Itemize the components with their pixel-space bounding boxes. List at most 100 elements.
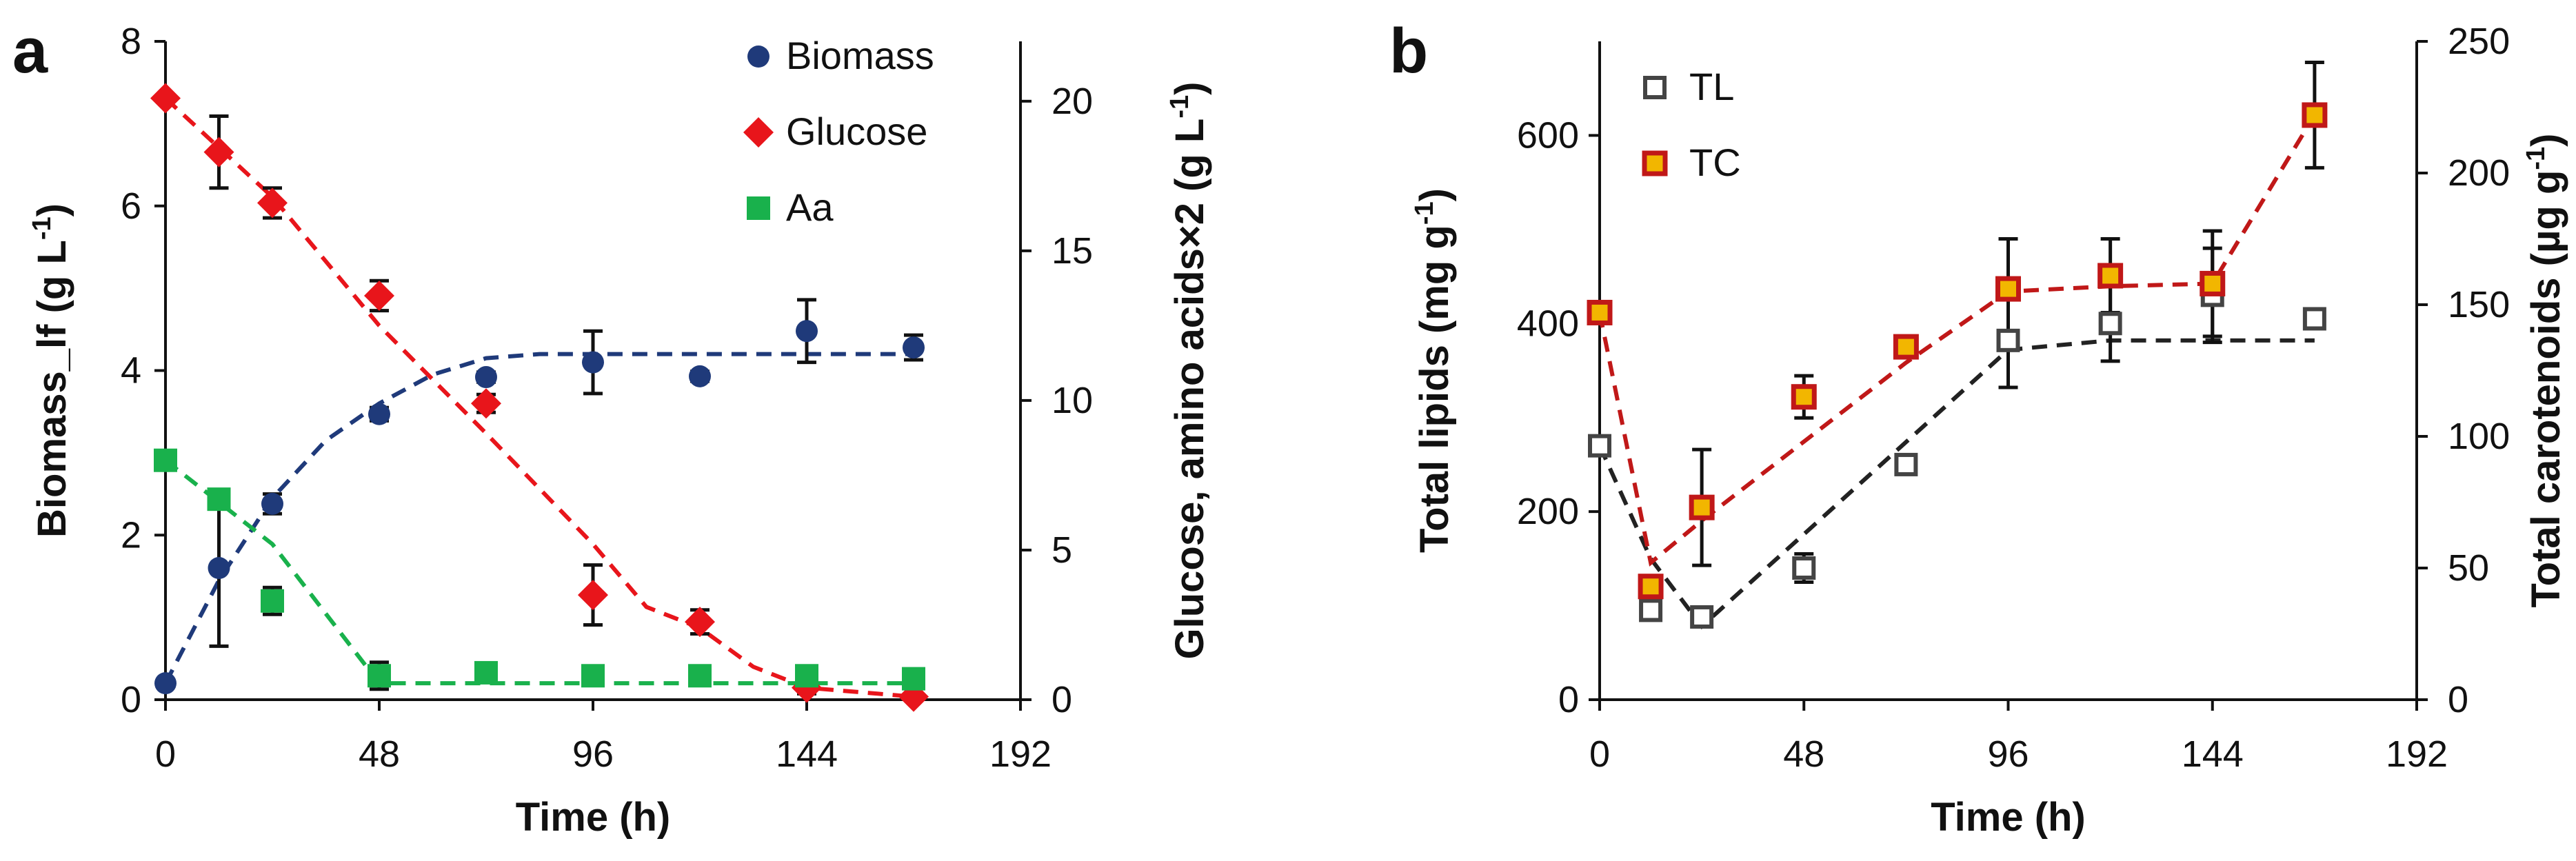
series-glucose-point — [685, 607, 715, 638]
y-axis-left-label-end: ) — [30, 203, 74, 216]
x-tick-label: 144 — [2182, 733, 2244, 775]
y-right-tick-label: 150 — [2448, 284, 2510, 325]
series-biomass-point — [903, 336, 925, 359]
y-axis-right-label-end: ) — [2524, 133, 2568, 146]
series-glucose-fit-line — [163, 97, 914, 699]
y-left-tick-label: 200 — [1517, 491, 1579, 532]
series-tl-point — [1996, 328, 2020, 352]
series-aa-point — [207, 487, 231, 511]
series-biomass-point — [261, 492, 283, 515]
y-axis-right-label-main: Glucose, amino acids×2 (g L — [1167, 119, 1212, 660]
series-biomass-point — [796, 320, 818, 343]
series-tl-point — [1690, 605, 1714, 629]
series-biomass-fit-line — [163, 352, 914, 685]
series-glucose-point — [471, 388, 501, 419]
series-glucose-point — [364, 280, 394, 311]
y-right-tick-label: 250 — [2448, 21, 2510, 62]
y-left-tick-label: 0 — [1558, 679, 1579, 720]
x-tick-label: 48 — [1783, 733, 1824, 775]
y-axis-left-label-main: Total lipids (mg g — [1412, 225, 1457, 553]
y-left-tick-label: 8 — [121, 21, 141, 62]
series-glucose-point — [578, 580, 608, 611]
y-axis-right-label: Glucose, amino acids×2 (g L-1) — [1165, 82, 1212, 660]
x-axis-label: Time (h) — [516, 795, 671, 840]
legend-marker-glucose — [743, 117, 774, 148]
legend: Biomass Glucose Aa — [743, 34, 934, 229]
series-tc-point — [2200, 270, 2226, 296]
y-axis-right-label-main: Total carotenoids (µg g — [2524, 170, 2568, 608]
series-tl-point — [1792, 556, 1816, 580]
x-tick-label: 0 — [155, 733, 176, 775]
y-right-tick-label: 100 — [2448, 416, 2510, 457]
series-glucose-point — [203, 136, 234, 168]
x-tick-label: 144 — [776, 733, 838, 775]
y-axis-left-label-sup: -1 — [28, 216, 57, 240]
series-tl-point — [1588, 434, 1611, 458]
y-right-tick-label: 10 — [1051, 380, 1093, 421]
legend-marker-aa — [747, 196, 770, 220]
series-tl-fit-line — [1598, 338, 2315, 630]
panel-letter: a — [12, 16, 48, 86]
y-left-tick-label: 4 — [121, 350, 141, 392]
series-aa-point — [688, 664, 712, 688]
legend-marker-biomass — [747, 45, 769, 68]
series-tc-point — [1587, 299, 1613, 325]
series-biomass-point — [208, 557, 230, 579]
series-tc-point — [1689, 494, 1715, 520]
x-tick-label: 192 — [989, 733, 1051, 775]
x-axis-label: Time (h) — [1931, 795, 2086, 840]
series-glucose-point — [150, 83, 181, 114]
legend-label-tc: TC — [1689, 141, 1741, 184]
series-tl-point — [1894, 452, 1918, 476]
y-left-tick-label: 2 — [121, 514, 141, 556]
y-left-tick-label: 0 — [121, 679, 141, 720]
y-right-tick-label: 5 — [1051, 529, 1072, 571]
y-left-tick-label: 6 — [121, 185, 141, 227]
series-tl-point — [1639, 598, 1663, 622]
series-aa-fit-line — [164, 458, 914, 686]
y-right-tick-label: 0 — [1051, 679, 1072, 720]
series-tc-point — [1995, 276, 2021, 302]
y-axis-right-label-sup: -1 — [1165, 95, 1194, 119]
legend: TL TC — [1642, 65, 1741, 184]
x-tick-label: 192 — [2386, 733, 2448, 775]
series-tl-point — [2302, 307, 2326, 331]
legend-label-tl: TL — [1689, 65, 1734, 108]
series-biomass-point — [368, 403, 390, 425]
series-tc-point — [1791, 384, 1817, 410]
legend-label-biomass: Biomass — [786, 34, 934, 77]
y-axis-left-label: Biomass_lf (g L-1) — [28, 203, 74, 538]
series-tl-point — [2098, 312, 2122, 336]
series-biomass-point — [154, 672, 177, 695]
x-tick-label: 0 — [1589, 733, 1610, 775]
x-tick-label: 48 — [359, 733, 400, 775]
y-axis-right-label-sup: -1 — [2522, 147, 2550, 170]
series-aa-point — [581, 664, 605, 688]
series-aa-point — [261, 589, 284, 613]
series-tc-point — [2097, 263, 2124, 289]
y-left-tick-label: 600 — [1517, 114, 1579, 156]
y-axis-right-label-end: ) — [1167, 82, 1212, 95]
y-right-tick-label: 200 — [2448, 152, 2510, 194]
legend-label-aa: Aa — [786, 185, 834, 229]
y-axis-left-label: Total lipids (mg g-1) — [1410, 188, 1457, 553]
y-left-tick-label: 400 — [1517, 303, 1579, 344]
y-right-tick-label: 0 — [2448, 679, 2468, 720]
legend-marker-tc — [1642, 150, 1668, 176]
series-tc-point — [1638, 574, 1664, 600]
panel-letter: b — [1389, 16, 1428, 86]
series-aa-point — [902, 667, 925, 691]
y-axis-left-label-main: Biomass_lf (g L — [30, 240, 74, 538]
legend-marker-tl — [1643, 76, 1667, 99]
series-biomass-point — [689, 365, 711, 387]
panel-b: b0 48 96 144 1920200400600050100150200250Tim… — [1389, 16, 2568, 840]
series-tc-fit-line — [1598, 114, 2317, 567]
series-biomass-point — [475, 366, 497, 389]
series-aa-point — [154, 448, 177, 472]
y-right-tick-label: 50 — [2448, 547, 2489, 589]
series-aa-point — [795, 664, 818, 688]
series-biomass-point — [582, 351, 604, 374]
y-axis-right-label: Total carotenoids (µg g-1) — [2522, 133, 2568, 607]
